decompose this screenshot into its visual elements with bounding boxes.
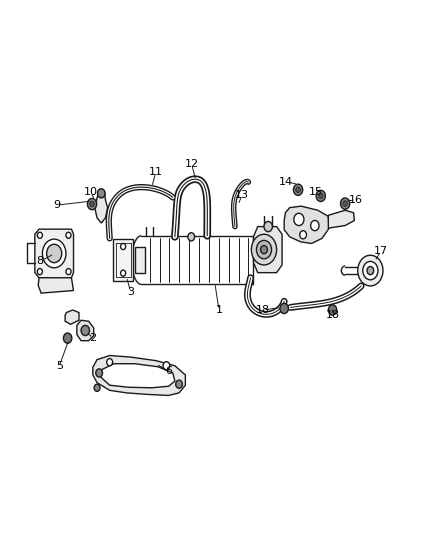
Circle shape <box>66 232 71 238</box>
Text: 15: 15 <box>309 187 323 197</box>
Circle shape <box>37 232 42 238</box>
Circle shape <box>358 255 383 286</box>
Circle shape <box>300 231 307 239</box>
Polygon shape <box>65 310 79 324</box>
Text: 2: 2 <box>89 333 96 343</box>
Circle shape <box>311 221 319 231</box>
Circle shape <box>96 369 102 377</box>
Circle shape <box>37 269 42 274</box>
Circle shape <box>107 359 113 366</box>
Circle shape <box>318 193 323 199</box>
Circle shape <box>46 244 62 263</box>
Text: 12: 12 <box>184 159 199 169</box>
Circle shape <box>328 305 337 315</box>
Polygon shape <box>254 227 282 273</box>
Circle shape <box>90 201 94 207</box>
Circle shape <box>88 198 97 209</box>
Text: 1: 1 <box>215 305 223 315</box>
Text: 10: 10 <box>84 187 98 197</box>
Circle shape <box>98 189 105 198</box>
Circle shape <box>64 333 72 343</box>
Circle shape <box>280 303 288 313</box>
Circle shape <box>188 233 194 241</box>
Circle shape <box>261 246 267 254</box>
Circle shape <box>66 269 71 274</box>
Polygon shape <box>93 356 185 395</box>
Circle shape <box>296 187 300 192</box>
Polygon shape <box>95 190 108 223</box>
Text: 5: 5 <box>56 361 63 372</box>
Text: 16: 16 <box>349 195 363 205</box>
Circle shape <box>294 213 304 225</box>
Circle shape <box>251 235 277 265</box>
Bar <box>113 239 133 281</box>
Polygon shape <box>284 206 329 244</box>
Circle shape <box>42 239 66 268</box>
Text: 18: 18 <box>325 310 339 320</box>
Circle shape <box>363 261 378 280</box>
Polygon shape <box>101 364 175 388</box>
Circle shape <box>340 198 350 209</box>
Bar <box>135 247 145 273</box>
Circle shape <box>316 190 325 201</box>
Text: 9: 9 <box>53 200 61 210</box>
Text: 8: 8 <box>37 256 44 266</box>
Text: 13: 13 <box>235 190 249 200</box>
Polygon shape <box>35 229 74 278</box>
Text: 6: 6 <box>165 366 172 376</box>
Circle shape <box>264 222 272 232</box>
Text: 3: 3 <box>127 287 134 297</box>
Circle shape <box>81 325 89 336</box>
Circle shape <box>343 201 347 206</box>
Circle shape <box>120 270 126 276</box>
Circle shape <box>293 184 303 196</box>
Circle shape <box>94 384 100 391</box>
Circle shape <box>367 266 374 274</box>
Circle shape <box>176 380 182 388</box>
Text: 18: 18 <box>256 305 270 315</box>
Circle shape <box>120 244 126 249</box>
Text: 17: 17 <box>374 246 388 256</box>
Text: 11: 11 <box>149 167 163 177</box>
Text: 14: 14 <box>279 177 293 187</box>
Polygon shape <box>38 278 74 293</box>
Polygon shape <box>77 320 94 341</box>
Circle shape <box>256 240 272 259</box>
Circle shape <box>163 362 170 370</box>
Polygon shape <box>328 210 354 228</box>
